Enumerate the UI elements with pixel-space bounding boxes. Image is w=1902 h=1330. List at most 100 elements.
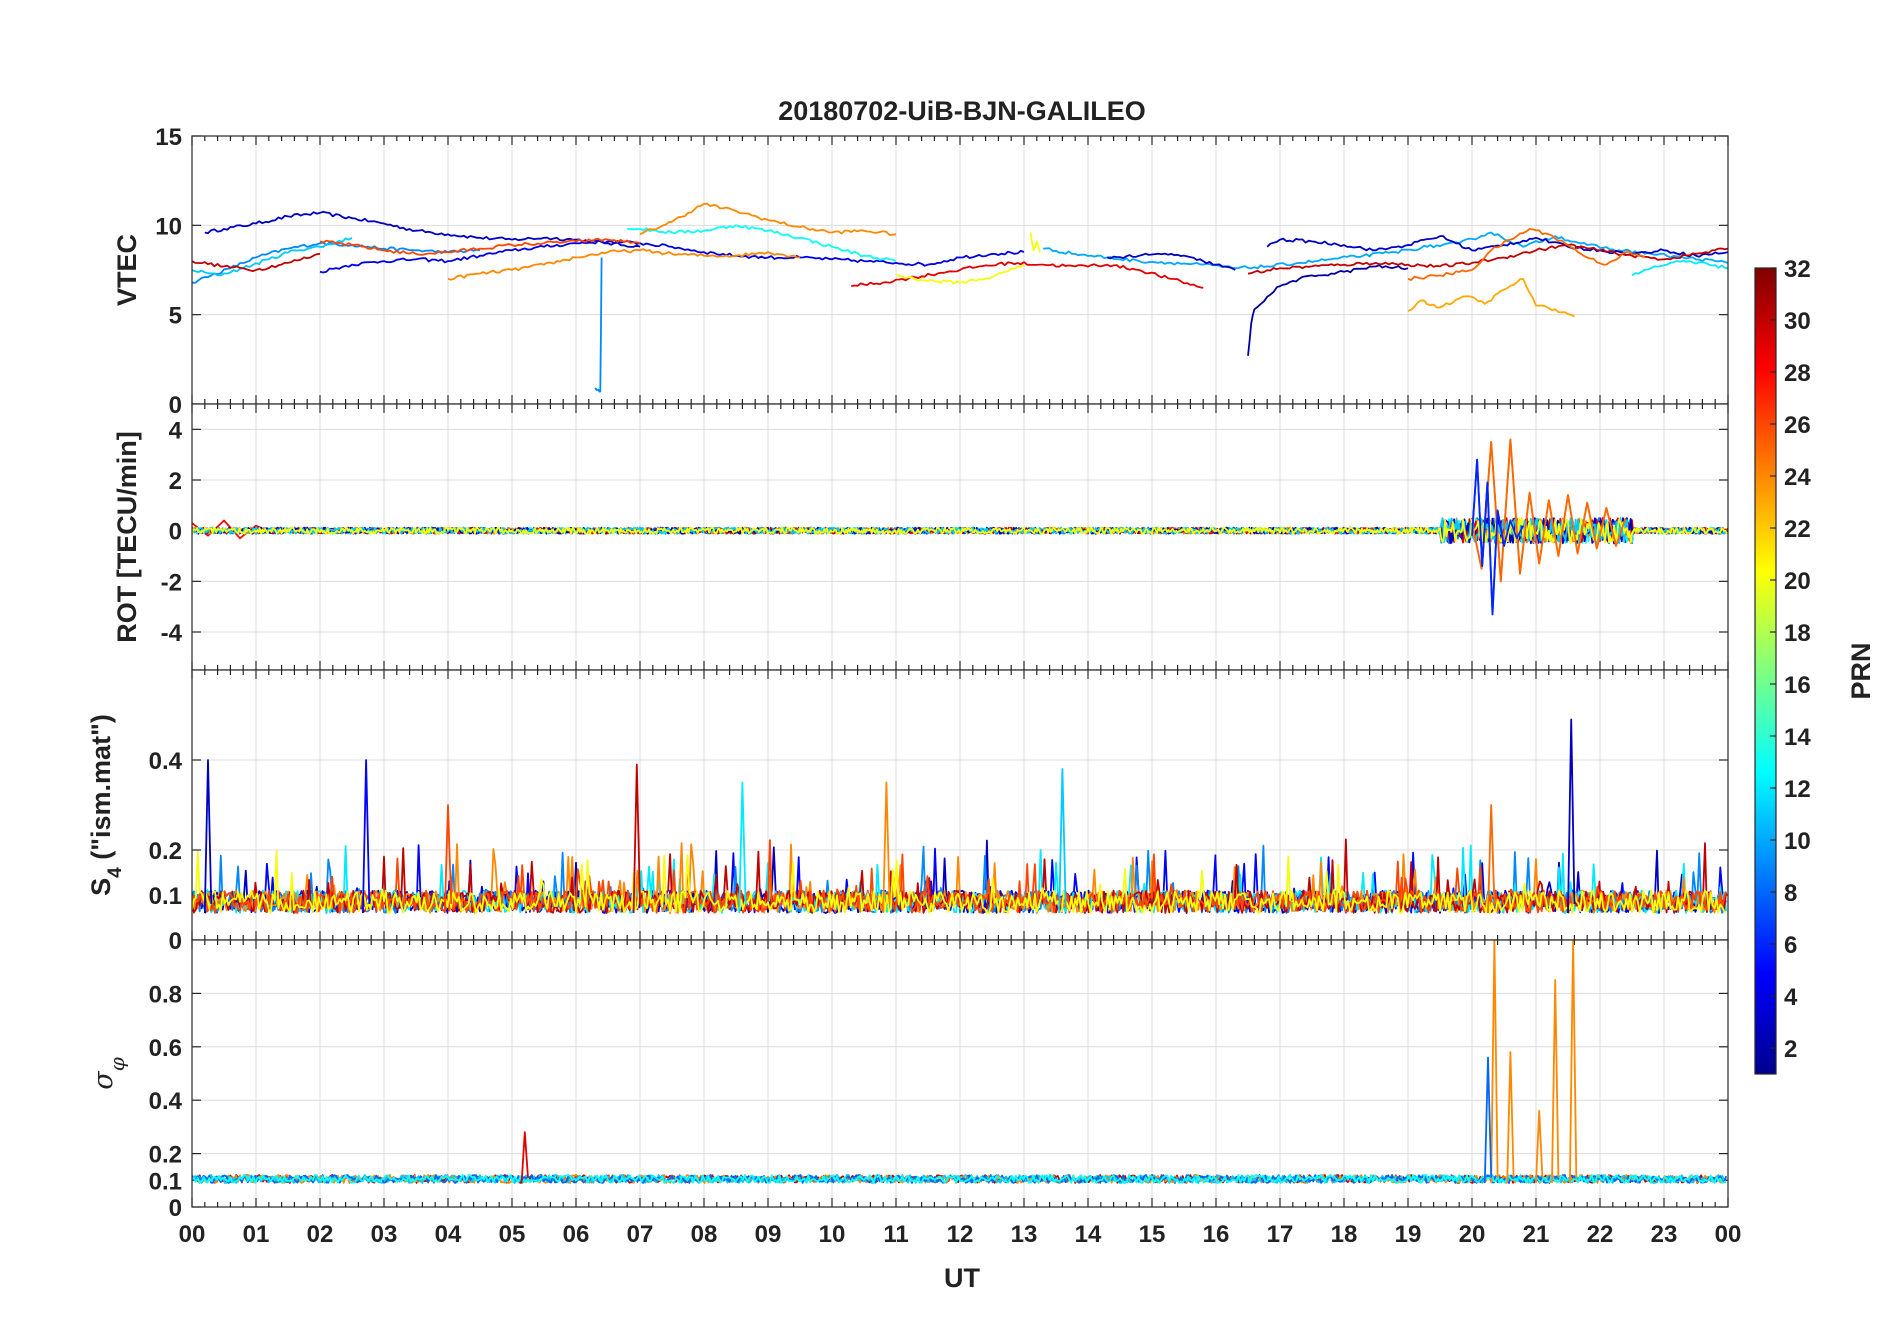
colorbar-tick-label: 12 bbox=[1784, 776, 1811, 803]
peak-prn-5 bbox=[362, 759, 371, 914]
peak-prn-11 bbox=[1058, 768, 1067, 914]
x-tick-label: 23 bbox=[1651, 1221, 1678, 1248]
colorbar-tick-label: 32 bbox=[1784, 256, 1811, 283]
y-tick-label: 0 bbox=[169, 1195, 182, 1222]
peak-prn-25 bbox=[1487, 804, 1496, 914]
x-tick-label: 22 bbox=[1587, 1221, 1614, 1248]
series-group bbox=[192, 202, 1728, 393]
peak-prn-3 bbox=[1567, 718, 1576, 914]
series-group bbox=[192, 940, 1727, 1184]
series-line-prn-20 bbox=[895, 263, 1025, 285]
peak-prn-29 bbox=[520, 1131, 529, 1184]
y-tick-label: 0.2 bbox=[149, 1142, 182, 1169]
series-line-prn-30 bbox=[1247, 243, 1728, 275]
x-tick-label: 05 bbox=[499, 1221, 526, 1248]
peak-prn-12 bbox=[738, 781, 747, 914]
colorbar-tick-label: 30 bbox=[1784, 308, 1811, 335]
colorbar-tick-label: 8 bbox=[1784, 880, 1797, 907]
y-tick-label: 0.4 bbox=[149, 748, 183, 775]
y-axis-label: ROT [TECU/min] bbox=[112, 431, 142, 642]
colorbar-tick-label: 22 bbox=[1784, 516, 1811, 543]
series-line-prn-13 bbox=[627, 224, 897, 262]
x-tick-label: 04 bbox=[435, 1221, 462, 1248]
peak-prn-24 bbox=[1535, 1110, 1544, 1184]
y-axis-label: S4 ("ism.mat") bbox=[86, 714, 126, 896]
panel-3: 0 0.1 0.2 0.4 S4 ("ism.mat") bbox=[86, 669, 1729, 955]
colorbar-gradient bbox=[1755, 268, 1776, 1074]
y-axis-label: σφ bbox=[88, 1057, 129, 1089]
x-tick-label: 14 bbox=[1075, 1221, 1102, 1248]
x-tick-label: 09 bbox=[755, 1221, 782, 1248]
colorbar-tick-label: 24 bbox=[1784, 464, 1811, 491]
x-tick-label: 15 bbox=[1139, 1221, 1166, 1248]
y-tick-label: 0.4 bbox=[149, 1088, 183, 1115]
rot-burst-prn-6 bbox=[1471, 458, 1525, 616]
y-tick-label: 5 bbox=[169, 303, 182, 330]
x-tick-label: 13 bbox=[1011, 1221, 1038, 1248]
colorbar-tick-label: 26 bbox=[1784, 412, 1811, 439]
peak-prn-30 bbox=[632, 763, 641, 914]
y-tick-label: 0.2 bbox=[149, 838, 182, 865]
y-tick-label: 15 bbox=[155, 124, 182, 151]
colorbar-tick-label: 18 bbox=[1784, 620, 1811, 647]
y-tick-label: 4 bbox=[169, 417, 183, 444]
y-tick-label: 0.1 bbox=[149, 1168, 182, 1195]
peak-prn-24 bbox=[1551, 979, 1560, 1184]
y-tick-label: -2 bbox=[161, 569, 182, 596]
panel-1: 0 5 10 15 VTEC bbox=[112, 124, 1729, 419]
colorbar-tick-label: 4 bbox=[1784, 984, 1798, 1011]
colorbar-label: PRN bbox=[1846, 642, 1876, 699]
y-label-sub: φ bbox=[105, 1057, 129, 1071]
series-line-prn-3 bbox=[204, 210, 641, 248]
peak-prn-24 bbox=[882, 781, 891, 914]
series-line-prn-26 bbox=[319, 238, 641, 256]
series-line-prn-23 bbox=[1407, 278, 1575, 318]
y-label-main: σ bbox=[88, 1070, 119, 1090]
series-line-prn-24 bbox=[639, 202, 897, 236]
y-tick-label: 0.8 bbox=[149, 981, 182, 1008]
x-tick-label: 10 bbox=[819, 1221, 846, 1248]
y-axis-label: VTEC bbox=[112, 234, 142, 306]
y-tick-label: 0 bbox=[169, 392, 182, 419]
noise-prn-20 bbox=[192, 850, 1727, 914]
noise-prn-13 bbox=[192, 1174, 1727, 1184]
series-line-prn-3 bbox=[1106, 252, 1236, 271]
colorbar-tick-label: 10 bbox=[1784, 828, 1811, 855]
y-tick-label: 0 bbox=[169, 928, 182, 955]
series-group bbox=[192, 718, 1727, 914]
y-tick-label: 0.6 bbox=[149, 1035, 182, 1062]
x-tick-label: 16 bbox=[1203, 1221, 1230, 1248]
series-line-prn-4 bbox=[319, 239, 1025, 274]
colorbar-tick-label: 16 bbox=[1784, 672, 1811, 699]
panel-2: -4 -2 0 2 4 ROT [TECU/min] bbox=[112, 403, 1729, 671]
series-line-prn-12 bbox=[1631, 260, 1728, 277]
x-tick-label: 18 bbox=[1331, 1221, 1358, 1248]
series-line-prn-24 bbox=[447, 248, 801, 281]
x-tick-label: 06 bbox=[563, 1221, 590, 1248]
y-label-sub: 4 bbox=[105, 867, 126, 878]
chart-title: 20180702-UiB-BJN-GALILEO bbox=[778, 96, 1146, 126]
x-tick-label: 19 bbox=[1395, 1221, 1422, 1248]
colorbar-tick-label: 20 bbox=[1784, 568, 1811, 595]
series-line-prn-2 bbox=[1247, 264, 1409, 356]
x-tick-label: 20 bbox=[1459, 1221, 1486, 1248]
peak-prn-8 bbox=[1483, 1056, 1493, 1184]
y-label-main: S bbox=[86, 878, 116, 896]
y-tick-label: 0 bbox=[169, 519, 182, 546]
series-line-prn-30 bbox=[192, 253, 321, 272]
x-tick-label: 00 bbox=[1715, 1221, 1742, 1248]
y-tick-label: 2 bbox=[169, 468, 182, 495]
x-tick-label: 11 bbox=[883, 1221, 908, 1248]
colorbar-tick-label: 2 bbox=[1784, 1036, 1797, 1063]
x-tick-label: 03 bbox=[371, 1221, 398, 1248]
colorbar-frame bbox=[1754, 267, 1777, 1075]
series-line-prn-9 bbox=[594, 257, 603, 393]
peak-prn-3 bbox=[203, 759, 213, 914]
x-tick-label: 07 bbox=[627, 1221, 654, 1248]
series-line-prn-11 bbox=[192, 237, 353, 277]
series-group bbox=[192, 438, 1728, 616]
x-tick-label: 08 bbox=[691, 1221, 718, 1248]
x-axis-label: UT bbox=[944, 1263, 980, 1293]
